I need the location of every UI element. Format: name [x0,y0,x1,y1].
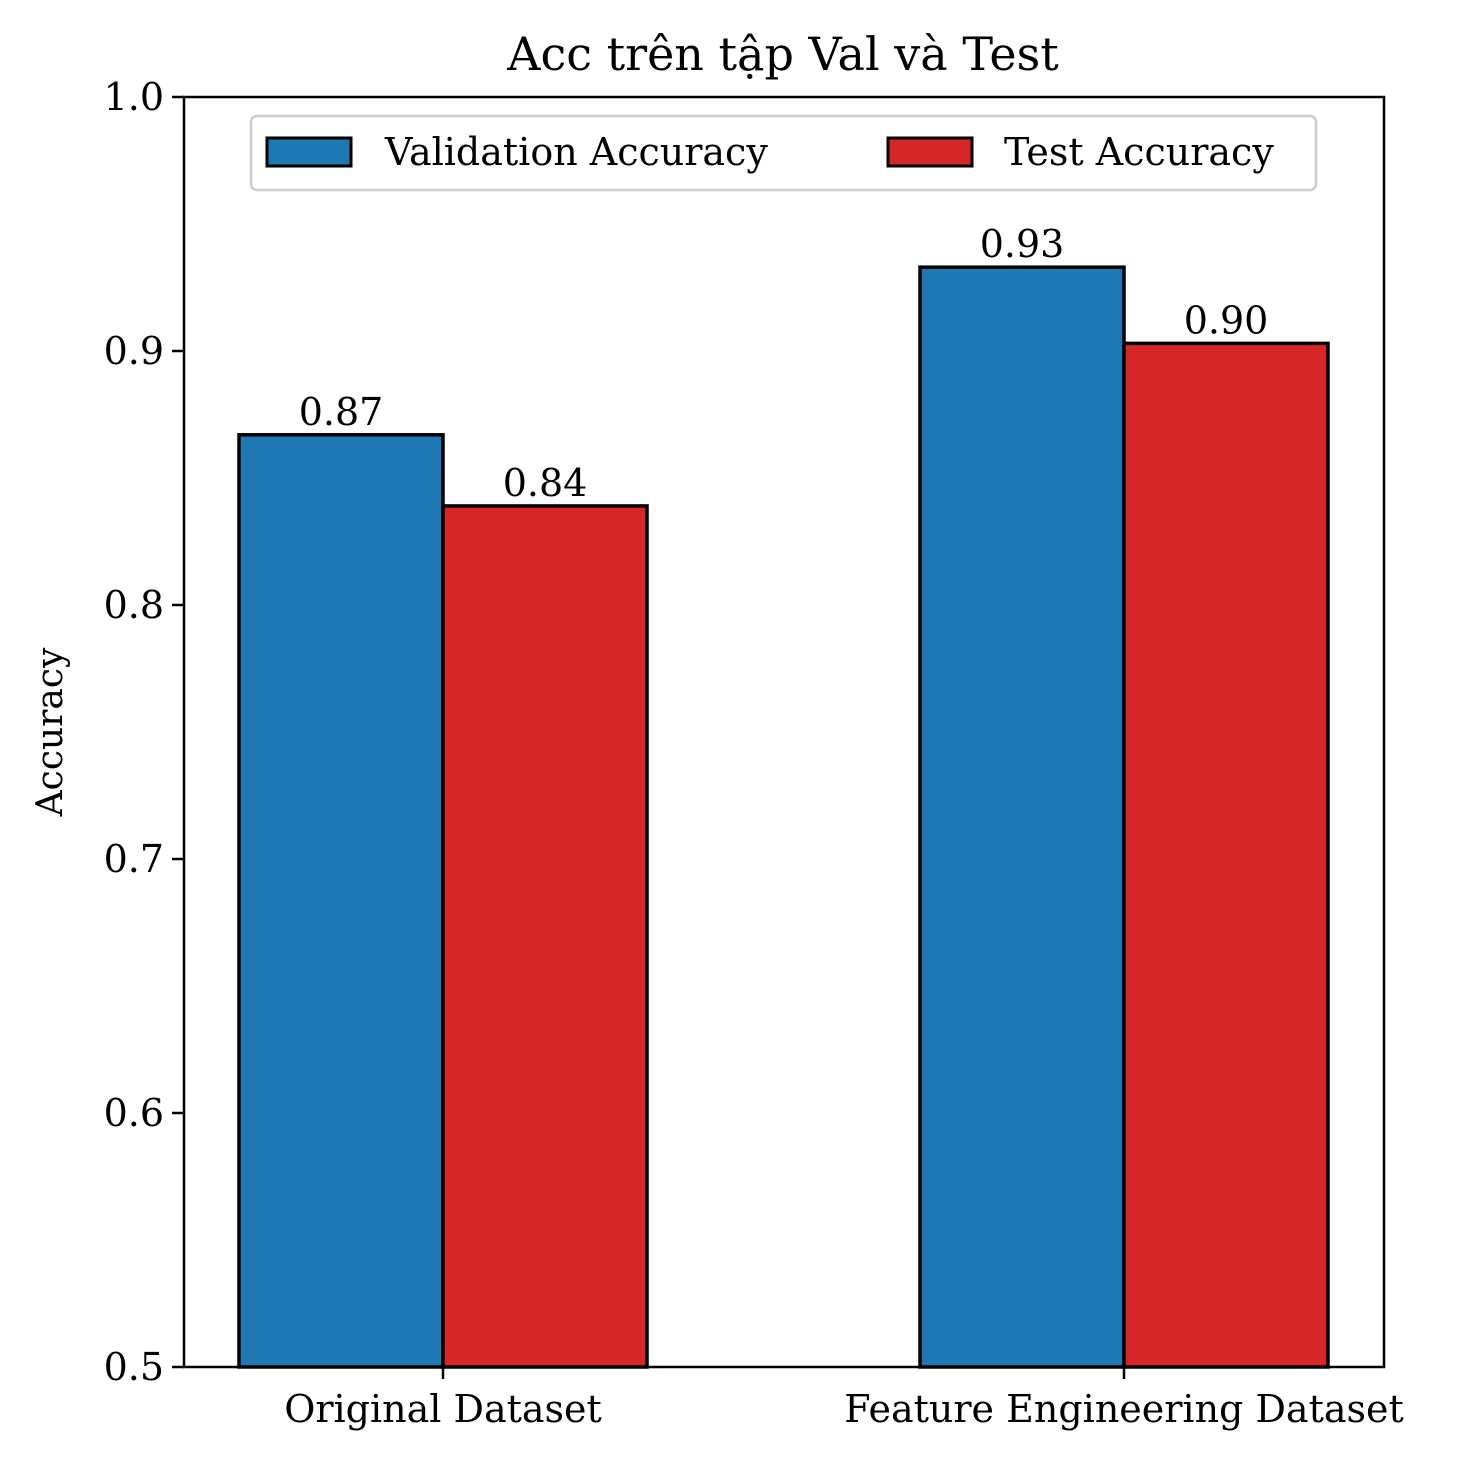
bar-value-label: 0.90 [1184,298,1269,342]
legend-label-test: Test Accuracy [1004,130,1274,174]
y-tick-label: 0.5 [104,1345,164,1389]
y-tick-label: 1.0 [104,75,164,119]
bars-layer [237,265,1330,1369]
legend-label-validation: Validation Accuracy [384,130,768,174]
bar-value-label: 0.84 [503,461,588,505]
bar-validation-0 [237,433,445,1369]
bar-test-1 [1122,341,1330,1369]
y-tick-label: 0.7 [104,837,164,881]
chart-title: Acc trên tập Val và Test [506,27,1059,81]
legend-swatch-test [886,136,974,168]
bar-value-label: 0.87 [299,390,384,434]
x-tick-label: Original Dataset [284,1387,602,1431]
x-axis: Original Dataset Feature Engineering Data… [284,1367,1404,1431]
bar-labels-layer: 0.87 0.93 0.84 0.90 [299,222,1269,505]
legend-swatch-validation [265,136,353,168]
legend-box [249,114,1318,192]
bar-test-0 [441,504,649,1369]
plot-frame [182,95,1386,1369]
y-tick-label: 0.6 [104,1091,164,1135]
x-tick-label: Feature Engineering Dataset [844,1387,1404,1431]
bar-validation-1 [918,265,1126,1369]
legend: Validation Accuracy Test Accuracy [249,114,1318,192]
y-axis: 0.5 0.6 0.7 0.8 0.9 1.0 [104,75,184,1389]
y-tick-label: 0.9 [104,329,164,373]
y-tick-label: 0.8 [104,583,164,627]
bar-value-label: 0.93 [980,222,1065,266]
y-axis-label: Accuracy [30,647,71,817]
